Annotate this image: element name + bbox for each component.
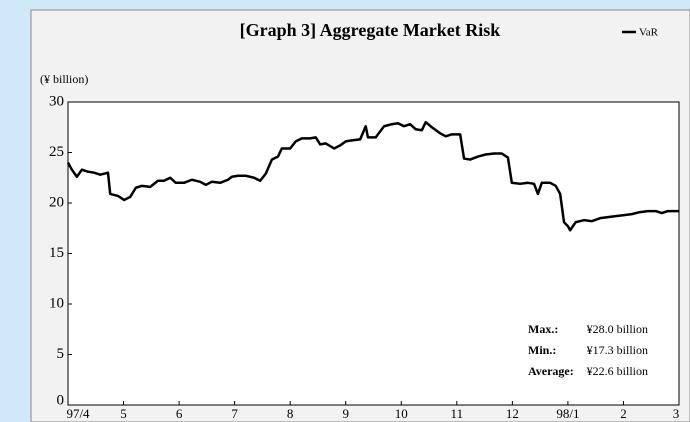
annotation-label: Min.:	[528, 343, 556, 357]
annotation-label: Max.:	[528, 322, 558, 336]
x-tick-label: 2	[620, 406, 627, 421]
annotation-text: ¥22.6 billion	[587, 364, 648, 378]
x-tick-label: 8	[287, 406, 294, 421]
x-tick-label: 97/4	[66, 406, 90, 421]
y-tick-label: 0	[57, 392, 65, 408]
annotation-text: ¥17.3 billion	[587, 343, 648, 357]
x-tick-label: 6	[176, 406, 183, 421]
y-tick-label: 20	[49, 194, 64, 210]
y-tick-label: 25	[49, 144, 64, 160]
x-tick-label: 9	[342, 406, 349, 421]
annotation-label: Average:	[528, 364, 574, 378]
x-tick-label: 11	[451, 406, 464, 421]
y-tick-label: 5	[57, 346, 65, 362]
y-tick-label: 10	[49, 295, 64, 311]
x-tick-label: 98/1	[556, 406, 579, 421]
x-tick-label: 10	[395, 406, 408, 421]
x-tick-label: 12	[506, 406, 519, 421]
y-tick-label: 15	[49, 245, 64, 261]
x-tick-label: 7	[231, 406, 238, 421]
chart-title: [Graph 3] Aggregate Market Risk	[240, 20, 501, 40]
plot-area	[67, 101, 680, 406]
y-axis-label: (¥ billion)	[40, 72, 88, 86]
legend-label: VaR	[639, 27, 659, 39]
x-tick-label: 3	[673, 406, 680, 421]
y-tick-label: 30	[49, 93, 64, 109]
x-tick-label: 5	[120, 406, 127, 421]
annotation-text: ¥28.0 billion	[587, 322, 648, 336]
series-line	[66, 120, 679, 232]
